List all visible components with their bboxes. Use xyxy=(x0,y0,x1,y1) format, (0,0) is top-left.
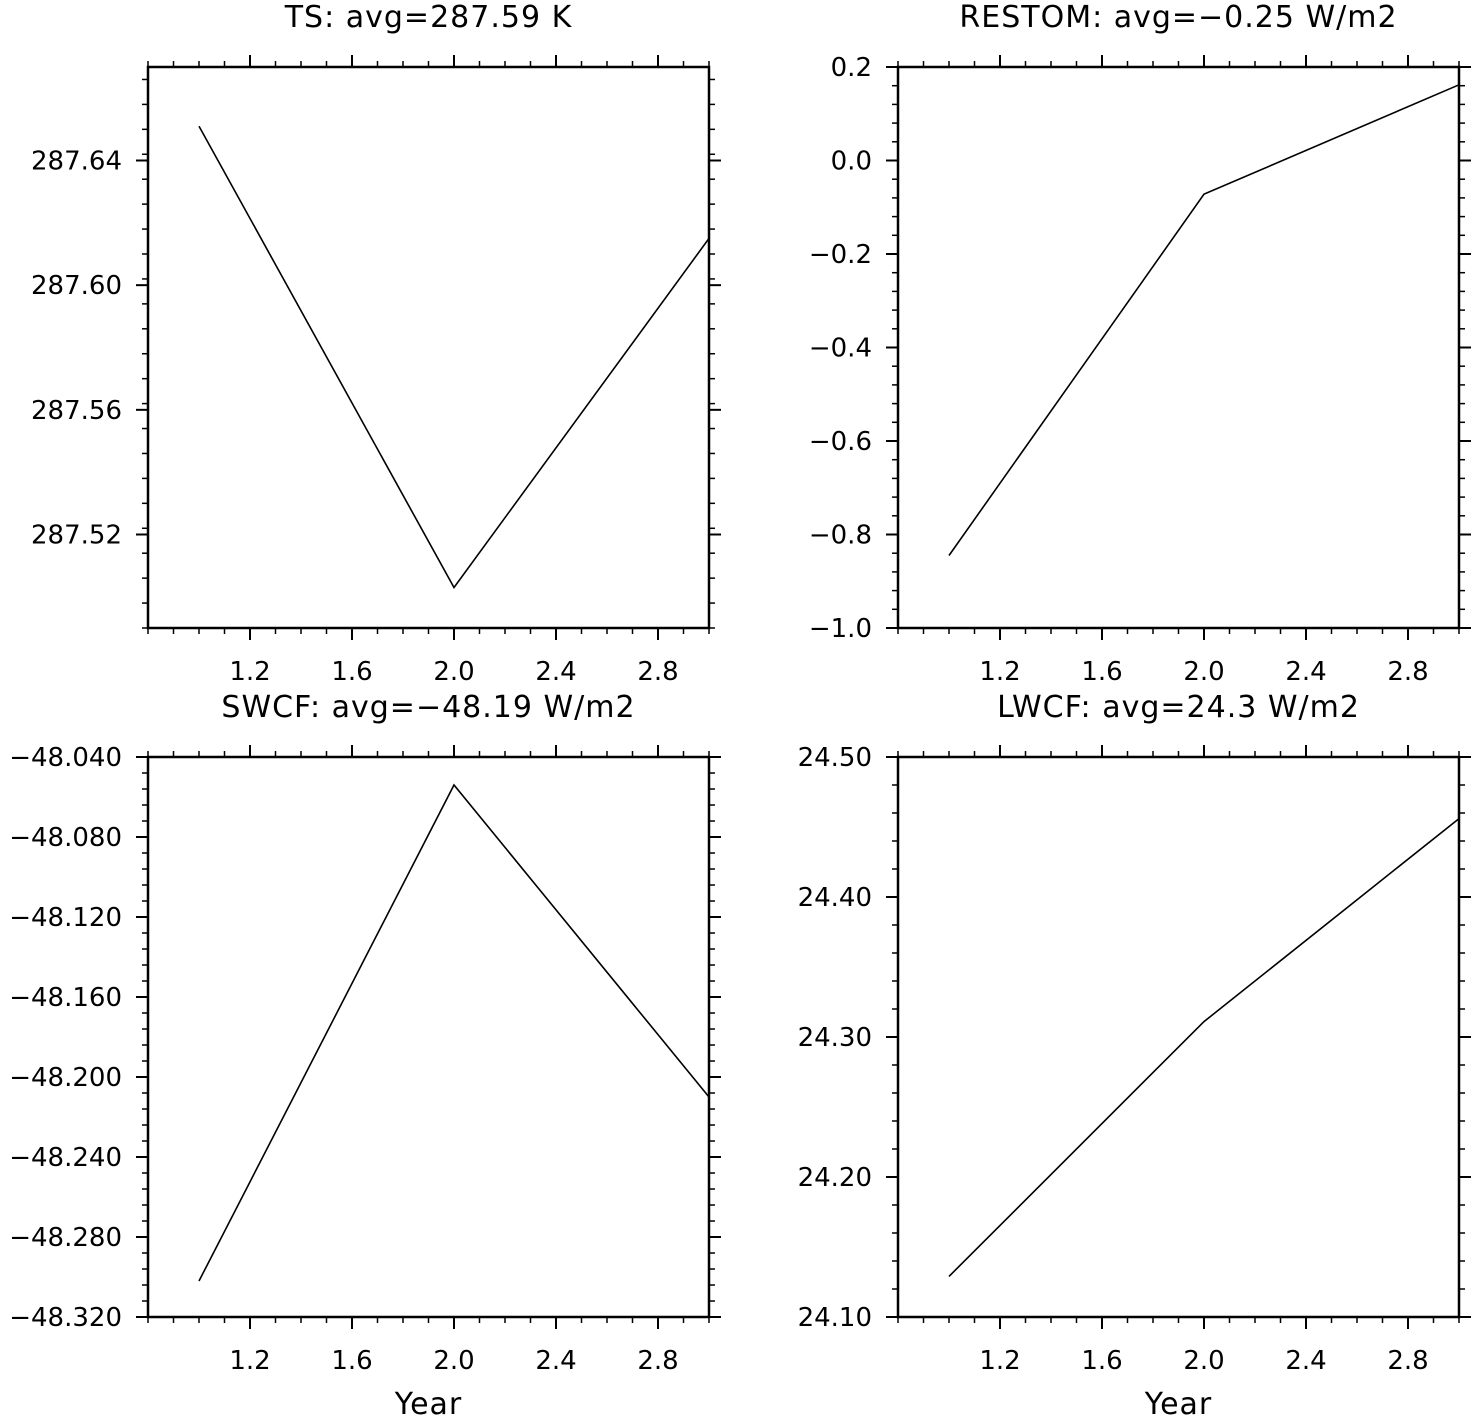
ts-y-tick-label: 287.60 xyxy=(31,271,122,301)
lwcf-x-tick-label: 1.2 xyxy=(979,1346,1020,1376)
swcf-plot-frame xyxy=(146,755,711,1319)
ts-plot-frame xyxy=(146,65,711,630)
restom-x-tick-label: 1.2 xyxy=(979,657,1020,687)
swcf-x-tick-label: 2.4 xyxy=(535,1346,576,1376)
swcf-x-tick-label: 1.6 xyxy=(331,1346,372,1376)
swcf-xlabel: Year xyxy=(394,1387,463,1417)
lwcf-y-tick-label: 24.40 xyxy=(798,883,872,913)
ts-x-tick-label: 2.8 xyxy=(637,657,678,687)
swcf-title: SWCF: avg=−48.19 W/m2 xyxy=(221,690,635,725)
swcf-y-tick-label: −48.080 xyxy=(9,823,122,853)
lwcf-panel: LWCF: avg=24.3 W/m2 Year 1.2 1.6 2.0 2.4 2.8… xyxy=(798,690,1471,1417)
swcf-x-tick-label: 2.8 xyxy=(637,1346,678,1376)
restom-plot-frame xyxy=(896,65,1461,630)
swcf-series-line xyxy=(198,783,710,1282)
restom-x-tick-label: 2.4 xyxy=(1285,657,1326,687)
ts-x-tick-label: 1.2 xyxy=(229,657,270,687)
swcf-y-tick-label: −48.320 xyxy=(9,1303,122,1333)
ts-x-tick-label: 2.0 xyxy=(433,657,474,687)
restom-y-tick-label: −0.2 xyxy=(809,240,872,270)
ts-panel: TS: avg=287.59 K 1.2 1.6 2.0 2.4 2.8 287.52 28… xyxy=(31,0,721,687)
restom-y-tick-label: −0.8 xyxy=(809,521,872,551)
restom-x-tick-label: 2.0 xyxy=(1183,657,1224,687)
swcf-y-tick-label: −48.240 xyxy=(9,1143,122,1173)
ts-y-tick-label: 287.64 xyxy=(31,147,122,177)
lwcf-plot-frame xyxy=(896,755,1461,1319)
swcf-y-tick-label: −48.200 xyxy=(9,1063,122,1093)
restom-y-tick-label: 0.0 xyxy=(831,147,872,177)
lwcf-y-tick-label: 24.30 xyxy=(798,1023,872,1053)
swcf-x-tick-label: 1.2 xyxy=(229,1346,270,1376)
ts-x-tick-label: 2.4 xyxy=(535,657,576,687)
ts-y-tick-label: 287.52 xyxy=(31,521,122,551)
ts-y-tick-label: 287.56 xyxy=(31,396,122,426)
restom-y-tick-label: −0.4 xyxy=(809,334,872,364)
swcf-y-tick-label: −48.160 xyxy=(9,983,122,1013)
restom-series-line xyxy=(948,84,1460,556)
ts-title: TS: avg=287.59 K xyxy=(284,0,573,35)
swcf-y-tick-label: −48.120 xyxy=(9,903,122,933)
restom-panel: RESTOM: avg=−0.25 W/m2 1.2 1.6 2.0 2.4 2.8 −1… xyxy=(809,0,1471,687)
restom-y-tick-label: −1.0 xyxy=(809,614,872,644)
swcf-y-tick-label: −48.040 xyxy=(9,743,122,773)
ts-series-line xyxy=(198,125,710,589)
restom-title: RESTOM: avg=−0.25 W/m2 xyxy=(959,0,1397,35)
restom-y-tick-label: −0.6 xyxy=(809,427,872,457)
lwcf-x-tick-label: 2.4 xyxy=(1285,1346,1326,1376)
swcf-y-tick-label: −48.280 xyxy=(9,1223,122,1253)
lwcf-y-tick-label: 24.10 xyxy=(798,1303,872,1333)
lwcf-xlabel: Year xyxy=(1144,1387,1213,1417)
lwcf-y-tick-label: 24.20 xyxy=(798,1163,872,1193)
restom-y-tick-label: 0.2 xyxy=(831,53,872,83)
restom-x-tick-label: 1.6 xyxy=(1081,657,1122,687)
lwcf-x-tick-label: 1.6 xyxy=(1081,1346,1122,1376)
lwcf-y-tick-label: 24.50 xyxy=(798,743,872,773)
swcf-panel: SWCF: avg=−48.19 W/m2 Year 1.2 1.6 2.0 2.4 2… xyxy=(9,690,721,1417)
lwcf-series-line xyxy=(948,817,1460,1277)
lwcf-title: LWCF: avg=24.3 W/m2 xyxy=(997,690,1360,725)
lwcf-x-tick-label: 2.8 xyxy=(1387,1346,1428,1376)
ts-x-tick-label: 1.6 xyxy=(331,657,372,687)
lwcf-x-tick-label: 2.0 xyxy=(1183,1346,1224,1376)
restom-x-tick-label: 2.8 xyxy=(1387,657,1428,687)
swcf-x-tick-label: 2.0 xyxy=(433,1346,474,1376)
